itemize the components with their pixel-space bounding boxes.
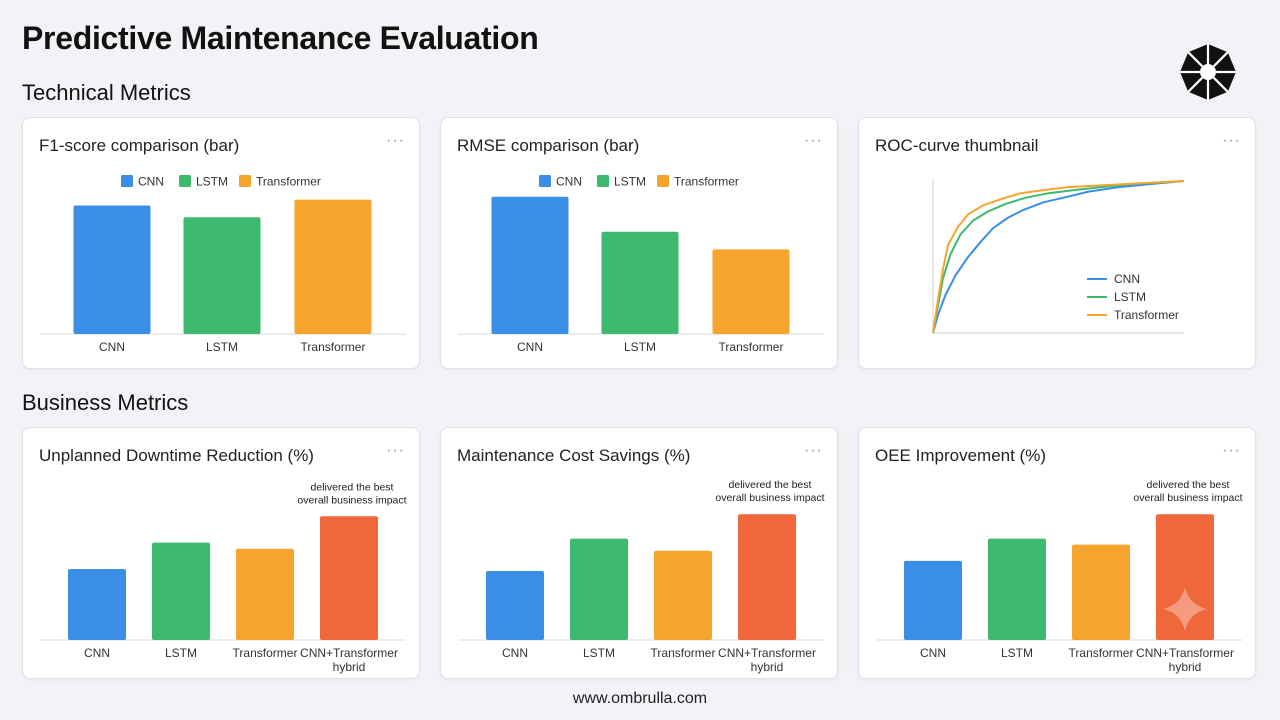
- card-oee-improvement: OEE Improvement (%) ··· CNN LSTM Transform…: [858, 427, 1256, 679]
- legend: CNN LSTM Transformer: [539, 175, 739, 189]
- bar-hybrid: [1156, 514, 1214, 640]
- annotation-best-impact: delivered the best overall business impac…: [297, 481, 406, 506]
- legend-label-cnn: CNN: [556, 175, 582, 189]
- legend-label-lstm: LSTM: [614, 175, 646, 189]
- x-tick-label: Transformer: [233, 646, 298, 660]
- x-tick-label: CNN: [920, 646, 946, 660]
- bar-lstm: [152, 542, 210, 640]
- bar-hybrid: [320, 516, 378, 640]
- chart-roc-curve: CNN LSTM Transformer: [932, 179, 1185, 334]
- card-f1-score: F1-score comparison (bar) ··· CNN LSTM Tra…: [22, 117, 420, 369]
- legend: CNN LSTM Transformer: [1087, 272, 1179, 322]
- chart-title: F1-score comparison (bar): [39, 136, 240, 155]
- legend-label-cnn: CNN: [138, 175, 164, 189]
- more-options-icon[interactable]: ···: [386, 132, 405, 149]
- x-tick-label: CNN: [99, 340, 125, 354]
- card-downtime-reduction: Unplanned Downtime Reduction (%) ··· CNN…: [22, 427, 420, 679]
- roc-line-cnn: [932, 180, 1185, 334]
- chart-f1-score: CNN LSTM Transformer CNN LSTM Transformer: [40, 175, 406, 354]
- bar-lstm: [988, 538, 1046, 640]
- x-tick-label: Transformer: [651, 646, 716, 660]
- legend-swatch-lstm: [597, 175, 609, 187]
- legend-label-lstm: LSTM: [1114, 290, 1146, 304]
- legend-swatch-lstm: [179, 175, 191, 187]
- section-title-technical: Technical Metrics: [22, 80, 191, 105]
- legend-label-transformer: Transformer: [256, 175, 321, 189]
- more-options-icon[interactable]: ···: [1222, 442, 1241, 459]
- legend-swatch-cnn: [539, 175, 551, 187]
- card-rmse: RMSE comparison (bar) ··· CNN LSTM Transfo…: [440, 117, 838, 369]
- bar-transformer: [1072, 544, 1130, 640]
- x-tick-label: CNN+Transformer hybrid: [1136, 646, 1234, 674]
- x-tick-label: Transformer: [719, 340, 784, 354]
- roc-line-transformer: [932, 180, 1185, 334]
- section-title-business: Business Metrics: [22, 390, 189, 415]
- chart-title: ROC-curve thumbnail: [875, 136, 1039, 155]
- bar-cnn: [491, 196, 569, 334]
- x-tick-label: CNN: [517, 340, 543, 354]
- bar-lstm: [183, 217, 261, 334]
- legend-swatch-transformer: [239, 175, 251, 187]
- x-tick-label: LSTM: [583, 646, 615, 660]
- bar-transformer: [236, 548, 294, 640]
- chart-rmse: CNN LSTM Transformer CNN LSTM Transformer: [458, 175, 824, 354]
- ombrulla-logo-icon: [1178, 42, 1238, 102]
- x-tick-label: LSTM: [624, 340, 656, 354]
- bar-transformer: [712, 249, 790, 334]
- page-title: Predictive Maintenance Evaluation: [22, 20, 539, 56]
- legend-label-transformer: Transformer: [1114, 308, 1179, 322]
- chart-cost-savings: CNN LSTM Transformer CNN+Transformer hybrid d…: [458, 479, 825, 674]
- chart-oee-improvement: CNN LSTM Transformer CNN+Transformer hybrid d…: [876, 479, 1243, 674]
- bar-cnn: [904, 560, 962, 640]
- x-tick-label: CNN: [84, 646, 110, 660]
- annotation-best-impact: delivered the best overall business impac…: [1133, 479, 1242, 504]
- chart-title: OEE Improvement (%): [875, 446, 1046, 465]
- legend-label-cnn: CNN: [1114, 272, 1140, 286]
- x-tick-label: CNN+Transformer hybrid: [718, 646, 816, 674]
- x-tick-label: LSTM: [206, 340, 238, 354]
- bar-cnn: [486, 571, 544, 640]
- chart-title: Unplanned Downtime Reduction (%): [39, 446, 314, 465]
- sparkle-icon: [1163, 587, 1207, 631]
- annotation-best-impact: delivered the best overall business impac…: [715, 479, 824, 504]
- legend-swatch-cnn: [121, 175, 133, 187]
- bar-transformer: [294, 199, 372, 334]
- x-tick-label: Transformer: [1069, 646, 1134, 660]
- bar-hybrid: [738, 514, 796, 640]
- more-options-icon[interactable]: ···: [1222, 132, 1241, 149]
- footer-url[interactable]: www.ombrulla.com: [572, 690, 708, 707]
- x-tick-label: LSTM: [1001, 646, 1033, 660]
- card-roc-curve: ROC-curve thumbnail ··· CNN LSTM Transform…: [858, 117, 1256, 369]
- chart-title: RMSE comparison (bar): [457, 136, 640, 155]
- legend-swatch-transformer: [657, 175, 669, 187]
- x-tick-label: CNN+Transformer hybrid: [300, 646, 398, 674]
- x-tick-label: CNN: [502, 646, 528, 660]
- bar-lstm: [570, 538, 628, 640]
- legend-label-transformer: Transformer: [674, 175, 739, 189]
- bar-transformer: [654, 550, 712, 640]
- bar-cnn: [68, 569, 126, 640]
- bar-lstm: [601, 231, 679, 334]
- card-cost-savings: Maintenance Cost Savings (%) ··· CNN LSTM…: [440, 427, 838, 679]
- bar-cnn: [73, 205, 151, 334]
- legend: CNN LSTM Transformer: [121, 175, 321, 189]
- x-tick-label: Transformer: [301, 340, 366, 354]
- legend-label-lstm: LSTM: [196, 175, 228, 189]
- more-options-icon[interactable]: ···: [386, 442, 405, 459]
- more-options-icon[interactable]: ···: [804, 442, 823, 459]
- chart-downtime-reduction: CNN LSTM Transformer CNN+Transformer hybrid d…: [40, 481, 407, 674]
- more-options-icon[interactable]: ···: [804, 132, 823, 149]
- x-tick-label: LSTM: [165, 646, 197, 660]
- chart-title: Maintenance Cost Savings (%): [457, 446, 691, 465]
